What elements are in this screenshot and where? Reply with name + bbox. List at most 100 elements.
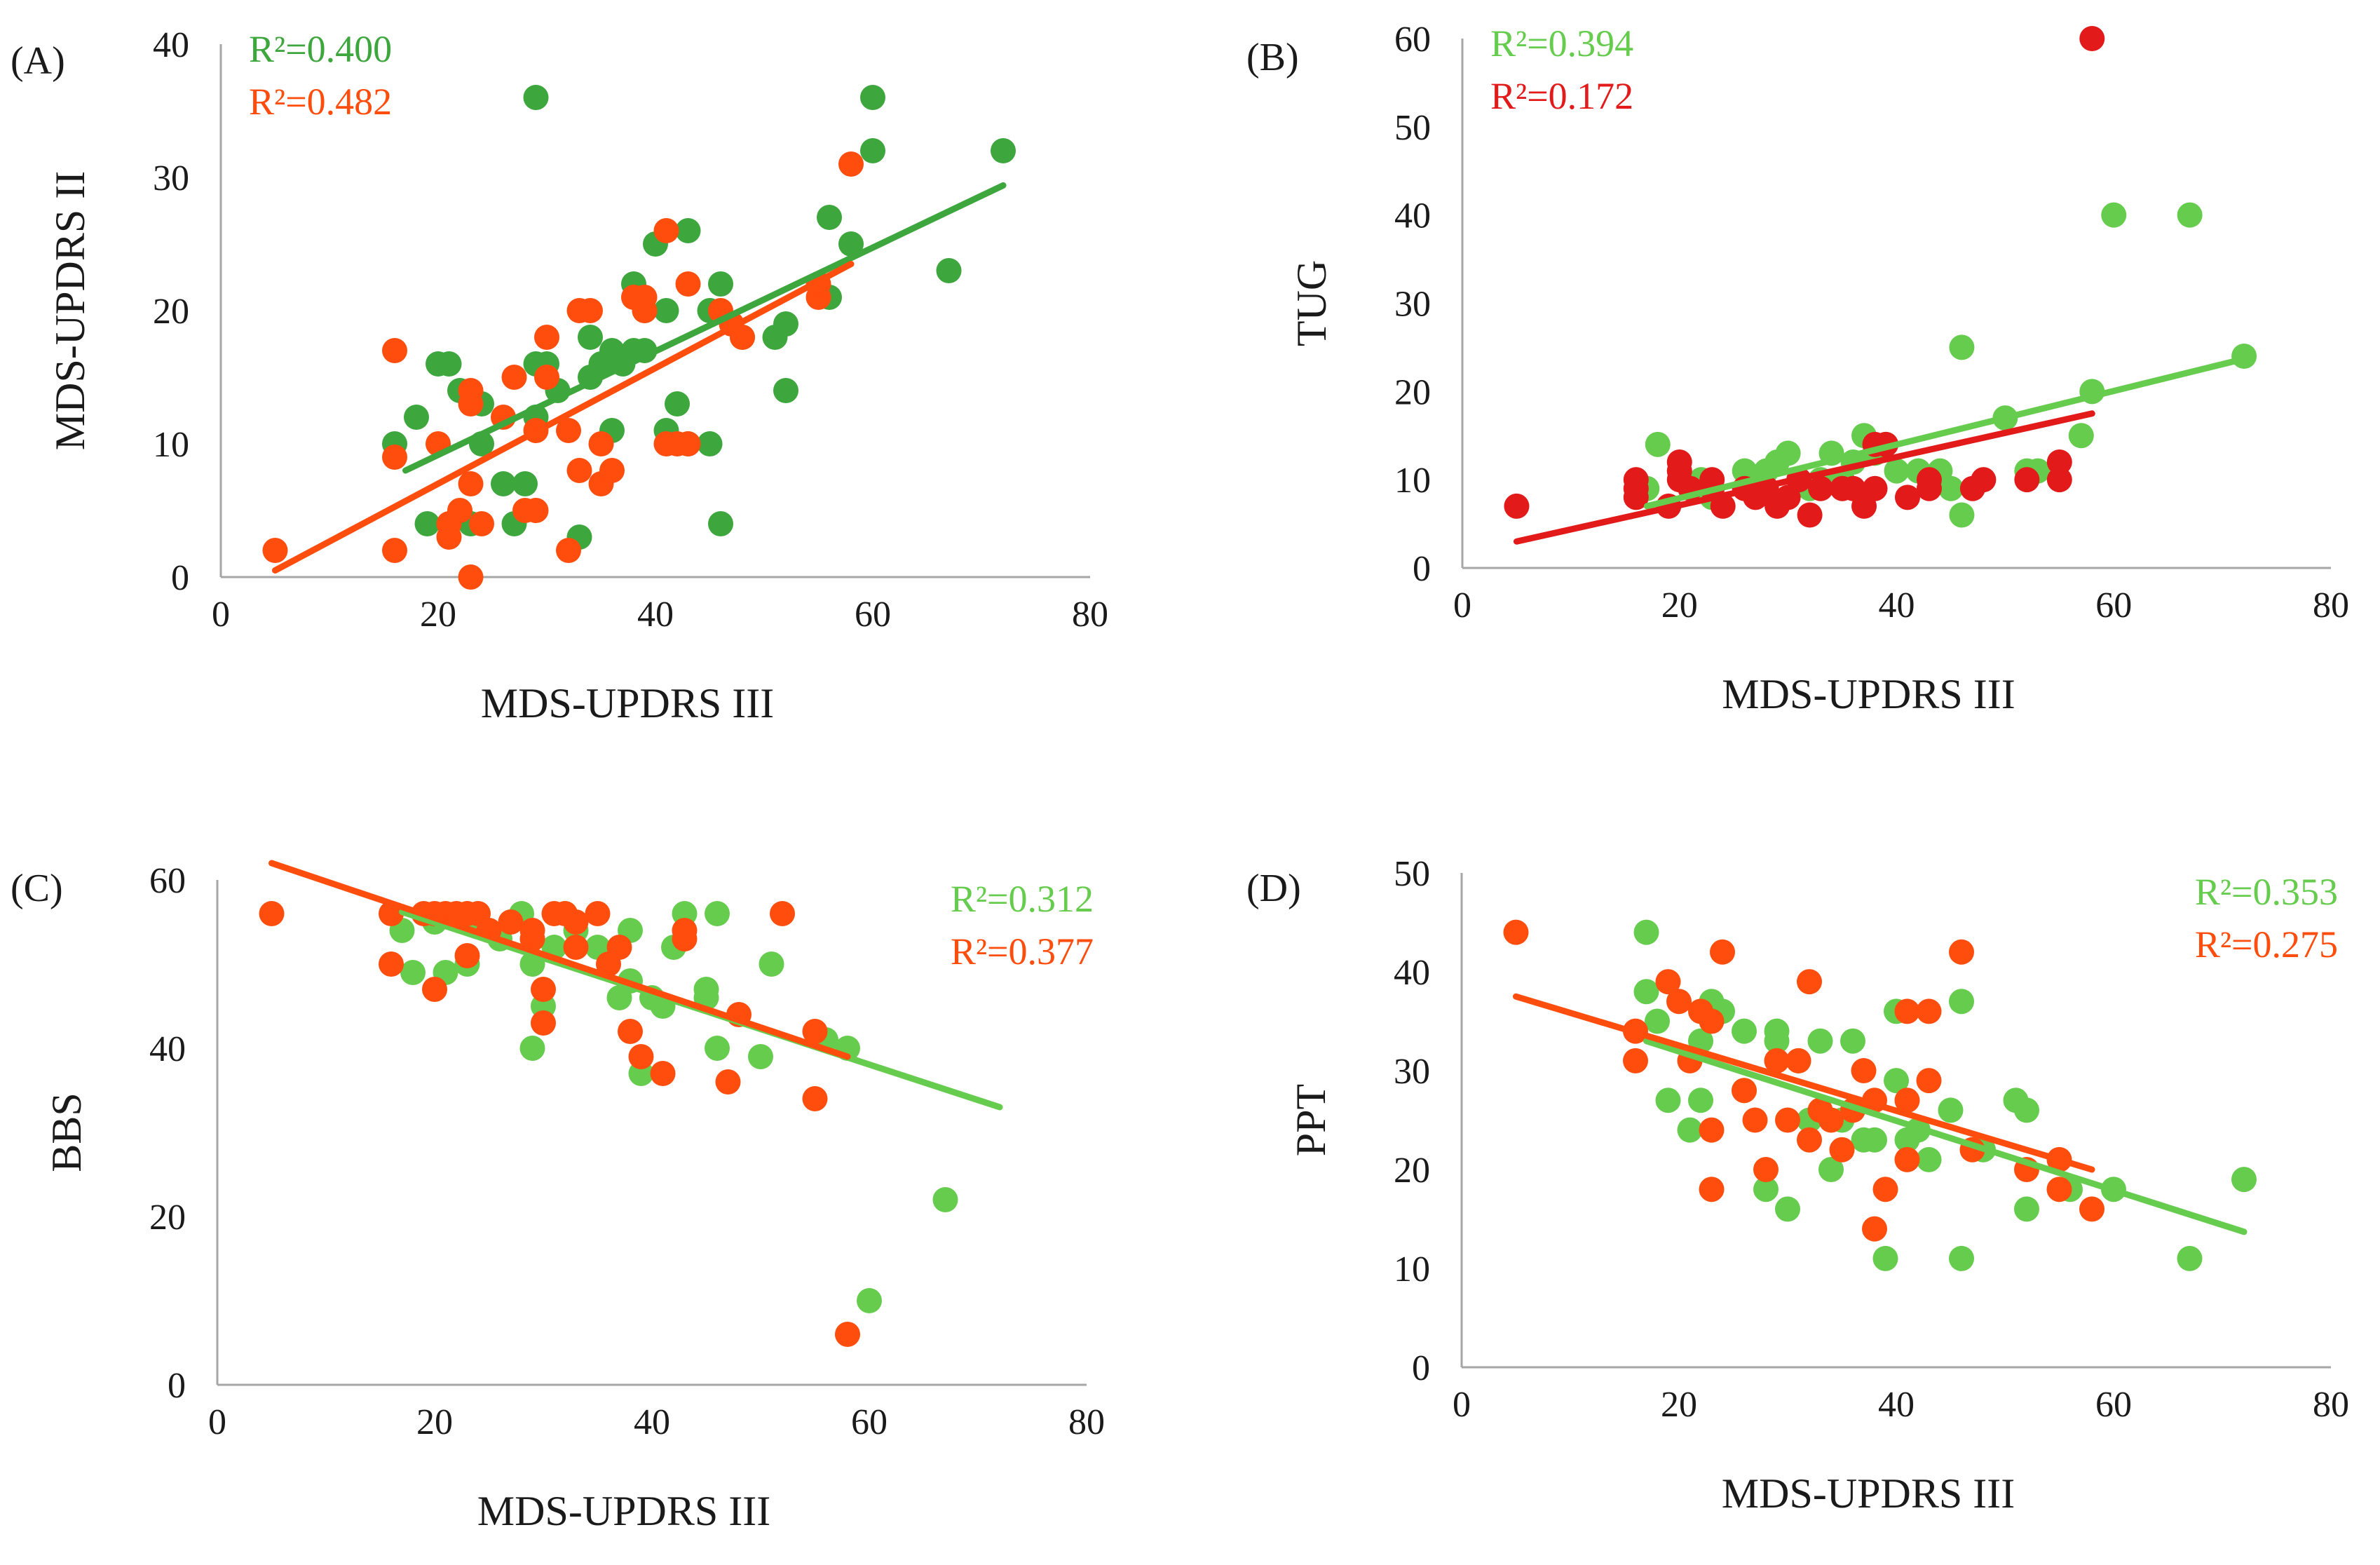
data-point — [2177, 1245, 2203, 1271]
x-tick-label: 60 — [855, 595, 891, 635]
data-point — [1655, 1088, 1681, 1113]
data-point — [835, 1322, 860, 1347]
data-point — [675, 431, 701, 456]
data-point — [857, 1288, 882, 1313]
data-point — [1732, 458, 1757, 484]
y-tick-label: 0 — [1413, 549, 1431, 589]
data-point — [1818, 1107, 1844, 1133]
data-point — [1775, 440, 1801, 466]
data-point — [556, 418, 581, 443]
y-tick-label: 0 — [168, 1366, 186, 1406]
data-point — [498, 909, 524, 935]
y-tick-label: 30 — [153, 158, 189, 198]
data-point — [936, 258, 962, 283]
data-point — [1699, 1177, 1725, 1202]
y-axis-title: MDS-UPDRS II — [47, 171, 93, 450]
data-point — [748, 1044, 773, 1069]
data-point — [1872, 1177, 1898, 1202]
data-point — [1949, 939, 1974, 965]
x-axis-title: MDS-UPDRS III — [1722, 1470, 2015, 1517]
data-point — [1633, 919, 1659, 945]
data-point — [501, 365, 527, 390]
data-point — [531, 1010, 556, 1036]
data-point — [770, 901, 795, 926]
trendline-green — [1643, 1038, 2248, 1235]
trendline-red — [1513, 993, 2095, 1173]
data-point — [382, 338, 407, 363]
data-point — [578, 325, 603, 350]
data-point — [563, 909, 589, 935]
data-point — [697, 431, 723, 456]
data-point — [1829, 1137, 1855, 1163]
data-point — [2101, 202, 2127, 228]
y-tick-label: 0 — [1412, 1348, 1430, 1388]
data-point — [458, 471, 484, 496]
data-point — [653, 218, 679, 243]
data-point — [653, 298, 679, 323]
x-axis-title: MDS-UPDRS III — [481, 680, 774, 726]
r-squared-label: R²=0.400 — [249, 28, 392, 70]
y-axis-title: TUG — [1288, 260, 1335, 346]
data-point — [1862, 475, 1888, 501]
y-tick-label: 30 — [1394, 285, 1431, 325]
data-point — [1862, 1216, 1887, 1242]
x-tick-label: 20 — [1661, 1385, 1697, 1425]
data-point — [414, 511, 440, 536]
data-point — [932, 1187, 958, 1212]
data-point — [1764, 1018, 1790, 1044]
data-point — [382, 538, 407, 563]
data-point — [2014, 467, 2040, 493]
data-point — [1884, 458, 1910, 484]
data-point — [773, 378, 798, 403]
data-point — [1753, 1157, 1779, 1182]
data-point — [1938, 1097, 1964, 1123]
data-point — [1894, 485, 1920, 510]
data-point — [715, 1069, 741, 1095]
y-tick-label: 10 — [153, 425, 189, 465]
y-tick-label: 20 — [149, 1198, 186, 1238]
data-point — [1797, 969, 1822, 995]
data-point — [1699, 1008, 1725, 1034]
data-point — [1894, 1088, 1920, 1113]
data-point — [262, 538, 288, 563]
data-point — [1623, 1048, 1648, 1073]
data-point — [1916, 998, 1942, 1024]
data-point — [1949, 334, 1975, 360]
y-tick-label: 40 — [153, 25, 189, 65]
data-point — [436, 351, 462, 377]
x-tick-label: 80 — [2313, 585, 2349, 625]
data-point — [1655, 969, 1681, 995]
data-point — [838, 151, 864, 177]
data-point — [2231, 1167, 2257, 1193]
data-point — [1699, 1117, 1725, 1143]
data-point — [1894, 998, 1920, 1024]
panel-b: 0 20 40 60 80 0 10 20 30 40 50 60 MDS-UPDRS III TUG (B… — [1246, 20, 2349, 717]
data-point — [1503, 919, 1529, 945]
data-point — [534, 325, 559, 350]
data-point — [382, 445, 407, 470]
data-point — [705, 901, 730, 926]
data-point — [578, 298, 603, 323]
x-axis-title: MDS-UPDRS III — [477, 1488, 770, 1534]
data-point — [606, 935, 632, 960]
data-point — [705, 1036, 730, 1061]
data-point — [1645, 431, 1671, 457]
y-tick-label: 60 — [1394, 20, 1431, 60]
panel-label: (C) — [11, 867, 63, 910]
data-point — [454, 943, 480, 968]
panel-d: 0 20 40 60 80 0 10 20 30 40 50 MDS-UPDRS III PPT (D) R… — [1246, 854, 2349, 1517]
series-red — [259, 901, 860, 1347]
data-point — [838, 231, 864, 257]
data-point — [1797, 502, 1823, 528]
data-point — [2046, 449, 2072, 475]
series-green — [1633, 919, 2257, 1271]
data-point — [1884, 1068, 1909, 1094]
data-point — [534, 365, 559, 390]
data-point — [2079, 1196, 2104, 1222]
data-point — [1775, 1196, 1800, 1222]
y-tick-label: 20 — [153, 292, 189, 332]
data-point — [1732, 1078, 1757, 1104]
data-point — [1949, 989, 1974, 1015]
y-tick-label: 0 — [171, 558, 189, 598]
